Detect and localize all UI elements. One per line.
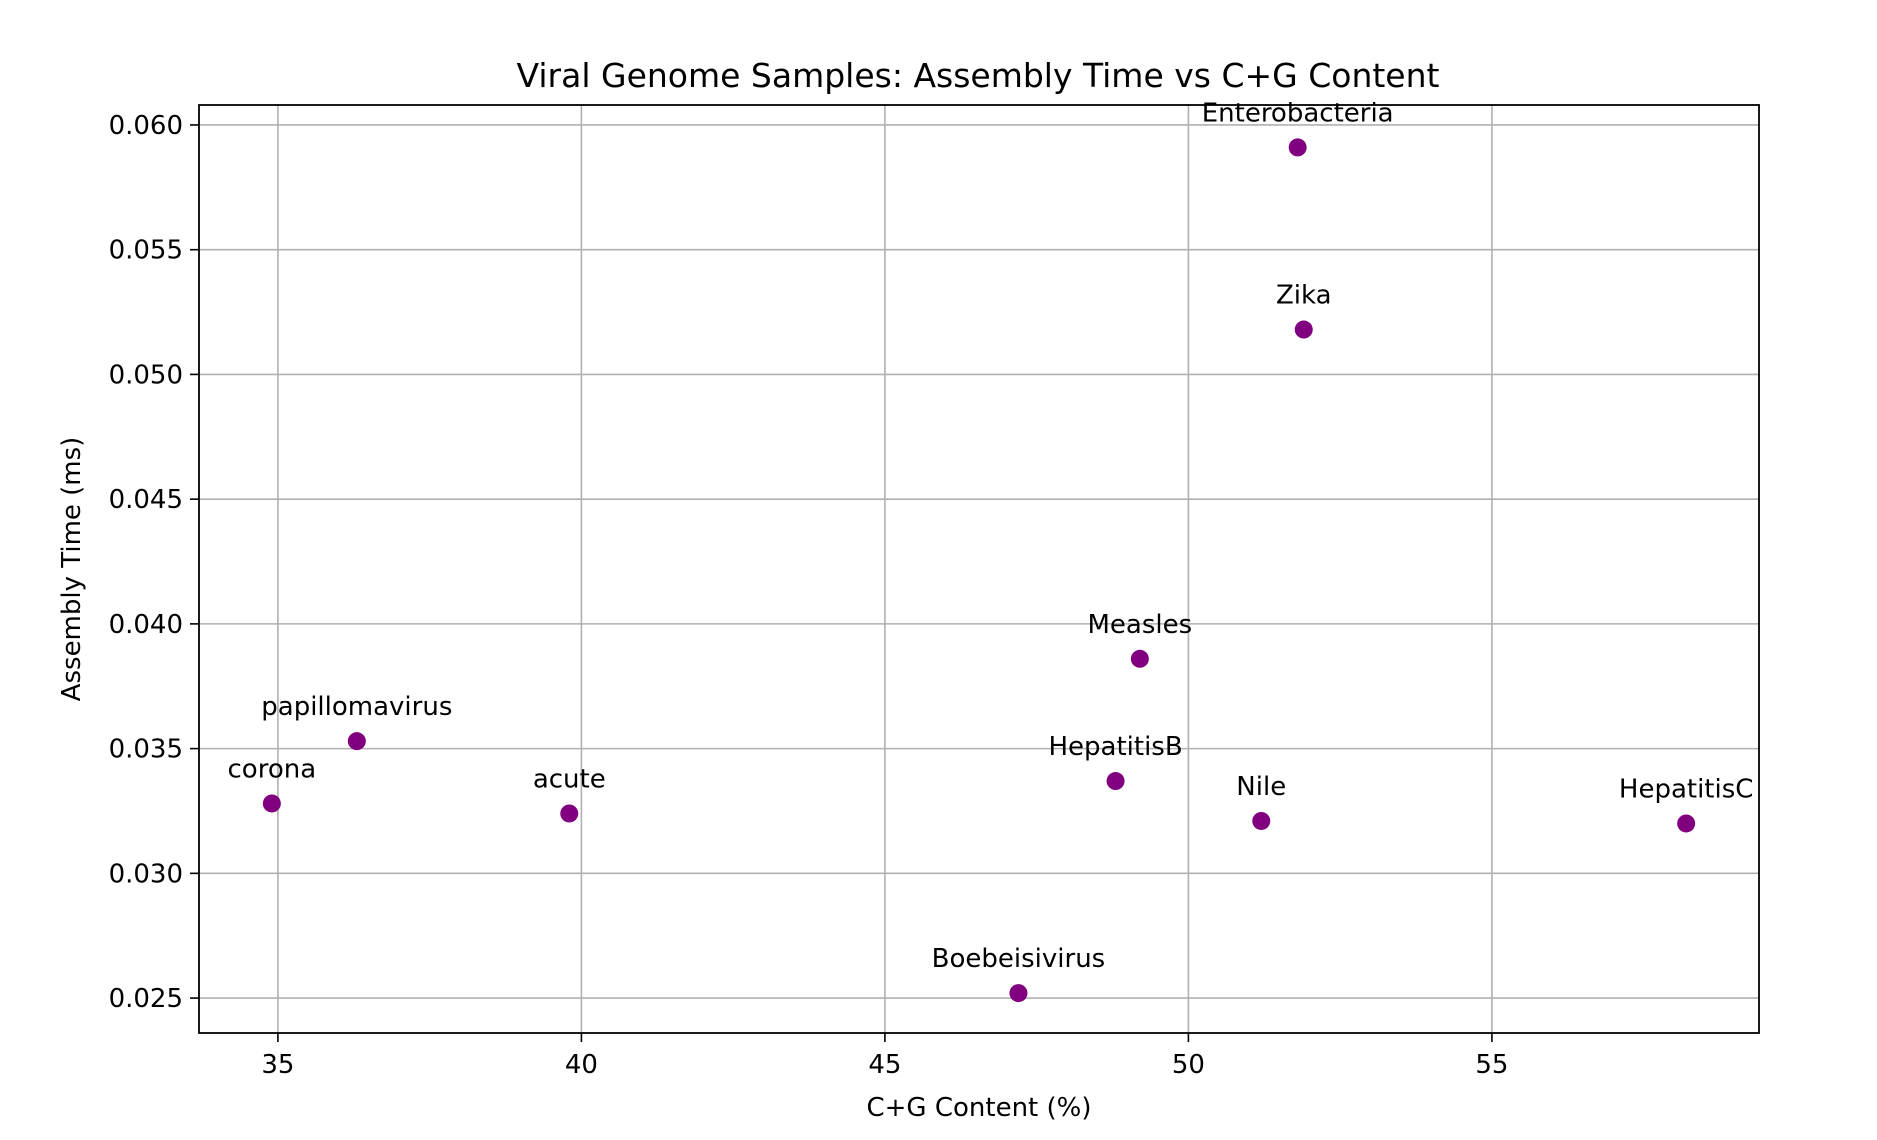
point-label: papillomavirus	[261, 692, 452, 722]
point-label: acute	[533, 764, 606, 794]
axis-ticks: 35 40 45 50 55 0.025 0.030 0.035 0.040 0.045 0.050…	[109, 111, 1509, 1080]
data-point	[1009, 984, 1028, 1003]
y-axis-label: Assembly Time (ms)	[57, 437, 87, 702]
point-label: Nile	[1236, 772, 1286, 802]
data-point	[1294, 320, 1313, 339]
point-label: Zika	[1276, 281, 1332, 311]
point-labels: Enterobacteria Zika Measles papillomavirus H…	[228, 98, 1754, 974]
data-point	[1106, 772, 1125, 791]
y-tick-label: 0.040	[109, 610, 183, 640]
data-point	[262, 794, 281, 813]
point-label: Boebeisivirus	[932, 944, 1106, 974]
data-points	[262, 138, 1696, 1003]
x-axis-label: C+G Content (%)	[866, 1093, 1091, 1123]
y-tick-label: 0.030	[109, 859, 183, 889]
x-tick-label: 50	[1172, 1050, 1205, 1080]
y-tick-label: 0.055	[109, 236, 183, 266]
x-tick-label: 45	[868, 1050, 901, 1080]
y-tick-label: 0.035	[109, 735, 183, 765]
plot-frame	[198, 104, 1760, 1034]
y-tick-label: 0.060	[109, 111, 183, 141]
point-label: Enterobacteria	[1202, 98, 1394, 128]
data-point	[1252, 811, 1271, 830]
data-point	[1288, 138, 1307, 157]
y-tick-label: 0.050	[109, 360, 183, 390]
data-point	[560, 804, 579, 823]
data-point	[1130, 649, 1149, 668]
x-tick-label: 40	[565, 1050, 598, 1080]
point-label: corona	[228, 754, 317, 784]
point-label: HepatitisC	[1619, 774, 1754, 804]
chart-title: Viral Genome Samples: Assembly Time vs C…	[517, 56, 1440, 95]
point-label: Measles	[1088, 610, 1193, 640]
x-tick-label: 35	[261, 1050, 294, 1080]
y-tick-label: 0.045	[109, 485, 183, 515]
y-tick-label: 0.025	[109, 984, 183, 1014]
data-point	[347, 732, 366, 751]
point-label: HepatitisB	[1048, 732, 1182, 762]
data-point	[1677, 814, 1696, 833]
grid-lines	[199, 105, 1759, 1033]
x-tick-label: 55	[1475, 1050, 1508, 1080]
